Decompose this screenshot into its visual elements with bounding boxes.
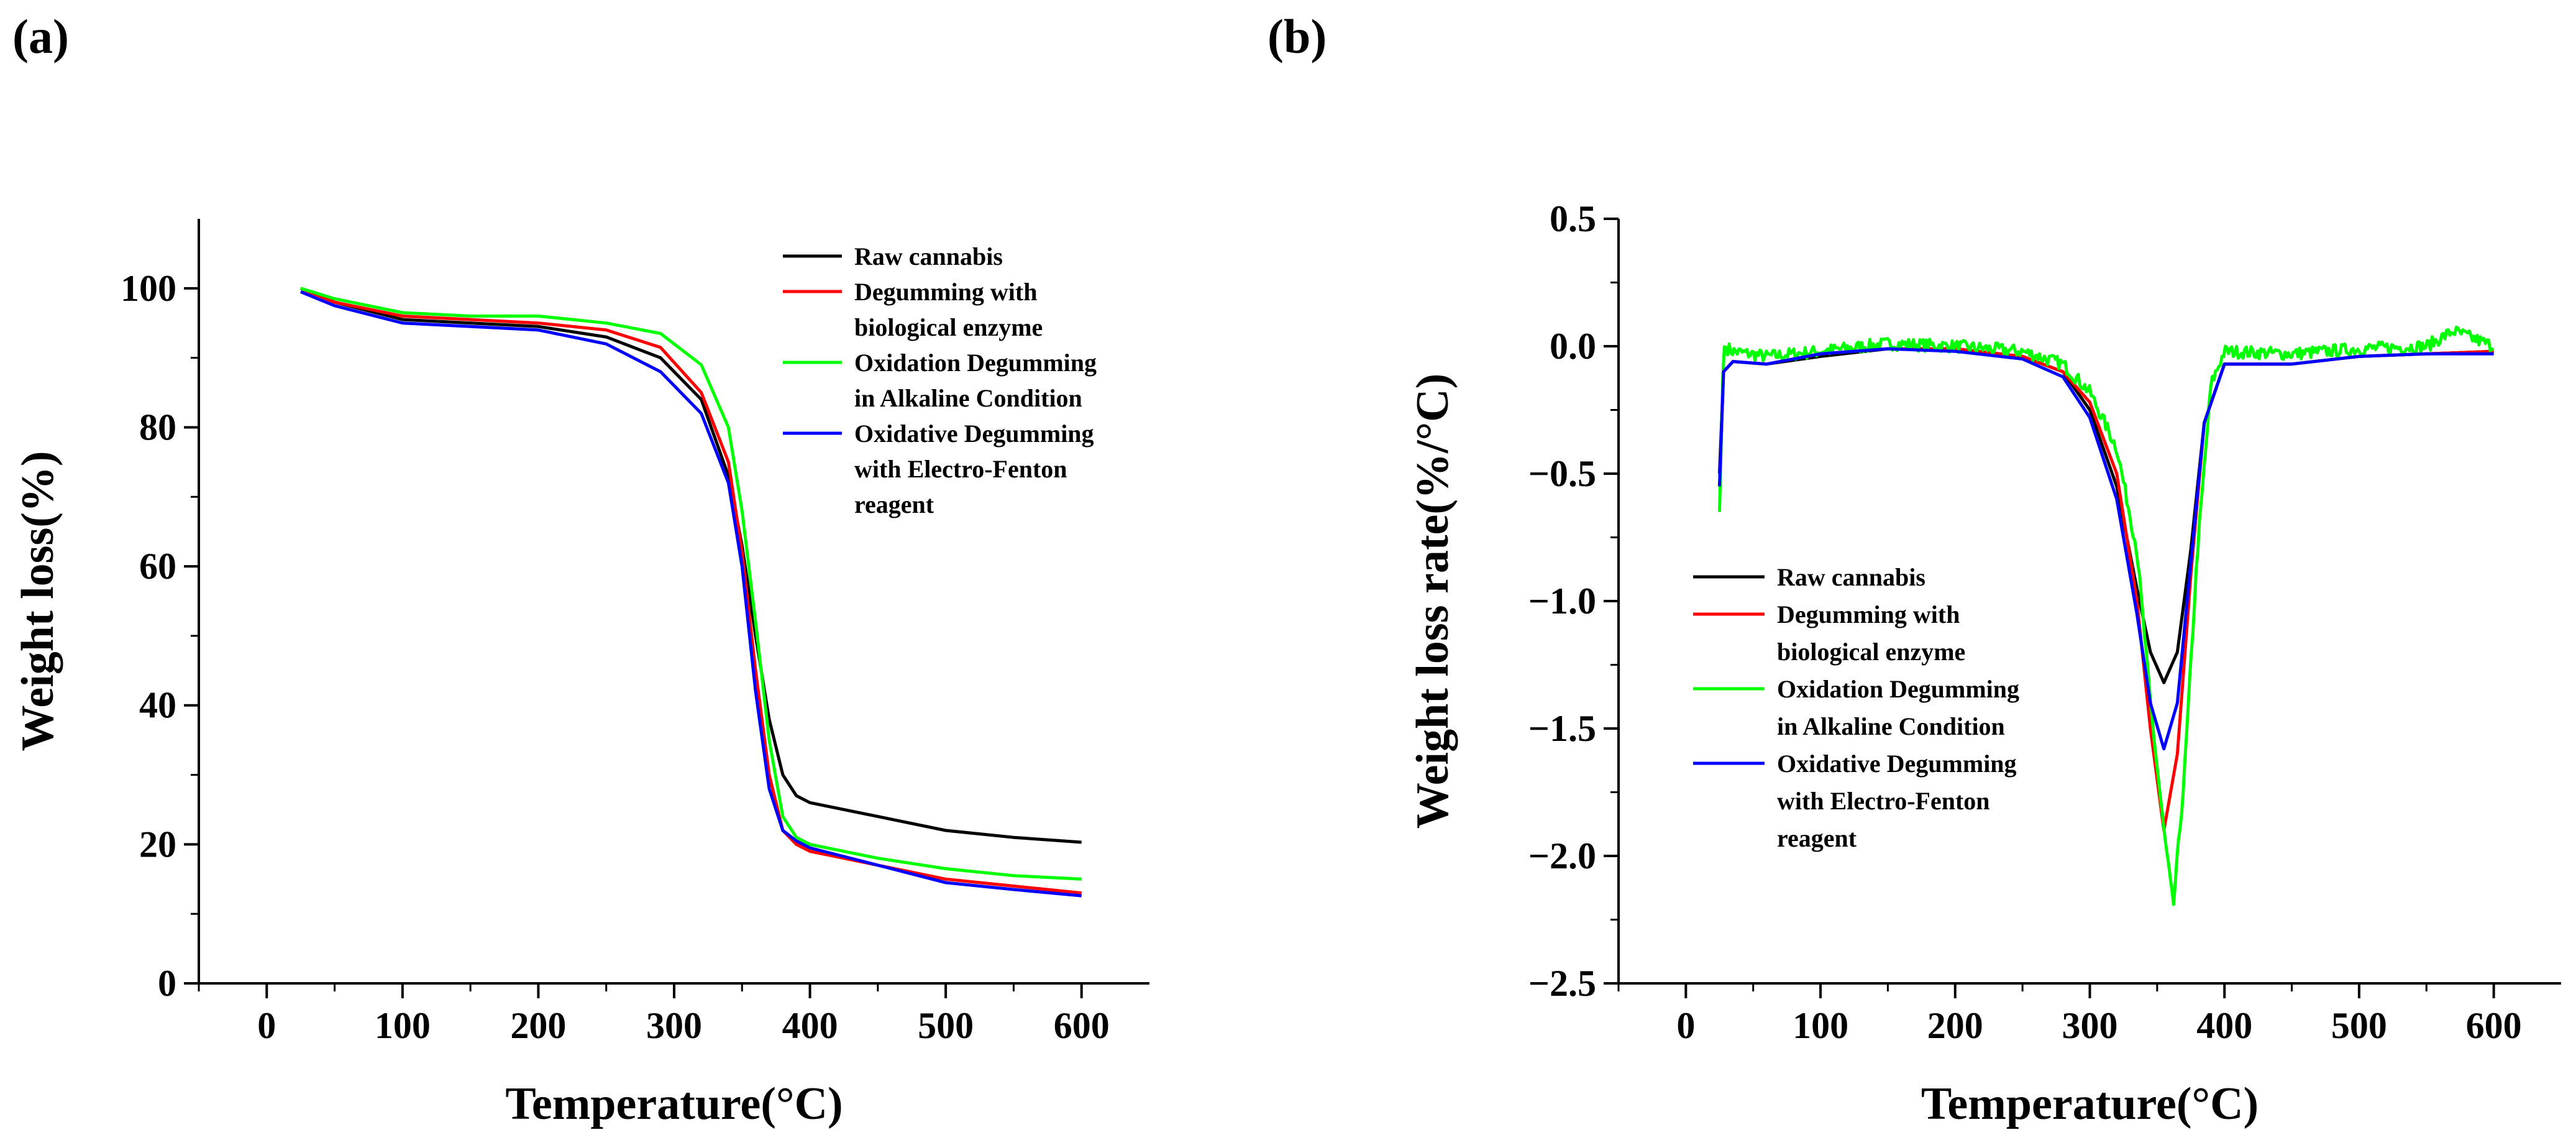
legend-label: reagent <box>1777 824 1857 852</box>
legend-label: Raw cannabis <box>854 242 1003 270</box>
x-tick-label: 600 <box>2466 1005 2522 1046</box>
y-tick-label: −2.5 <box>1528 963 1596 1004</box>
y-axis-label: Weight loss rate(%/°C) <box>1407 374 1458 829</box>
legend-label: Raw cannabis <box>1777 563 1925 591</box>
series-line <box>1718 347 2494 751</box>
x-tick-label: 400 <box>782 1005 838 1046</box>
x-tick-label: 200 <box>510 1005 566 1046</box>
series-line <box>299 287 1082 895</box>
legend-label: in Alkaline Condition <box>854 384 1082 412</box>
legend-label: Degumming with <box>854 278 1037 306</box>
legend-label: Oxidative Degumming <box>854 420 1094 448</box>
x-tick-label: 600 <box>1054 1005 1110 1046</box>
x-tick-label: 0 <box>257 1005 276 1046</box>
y-tick-label: 80 <box>139 407 176 448</box>
y-tick-label: −0.5 <box>1528 453 1596 494</box>
x-tick-label: 200 <box>1927 1005 1983 1046</box>
chart-a: 0 100 200 300 400 500 600 0 20 40 60 80 100 Temperatu… <box>12 219 1149 1129</box>
legend: Raw cannabis Degumming with biological enz… <box>1693 563 2019 852</box>
x-tick-label: 500 <box>918 1005 974 1046</box>
series-line <box>300 287 1082 881</box>
x-tick-label: 0 <box>1676 1005 1695 1046</box>
series-line <box>299 290 1082 898</box>
x-tick-label: 300 <box>646 1005 702 1046</box>
y-tick-label: −1.5 <box>1528 708 1596 749</box>
panel-label-a: (a) <box>12 9 69 63</box>
legend-label: Oxidative Degumming <box>1777 750 2017 778</box>
legend-label: with Electro-Fenton <box>854 455 1067 483</box>
y-tick-label: −1.0 <box>1528 581 1596 622</box>
legend-label: with Electro-Fenton <box>1777 787 1990 815</box>
series-line <box>1718 347 2494 684</box>
y-tick-label: 0 <box>158 963 176 1004</box>
legend-label: biological enzyme <box>854 313 1043 341</box>
y-tick-label: −2.0 <box>1528 835 1596 876</box>
x-tick-label: 100 <box>375 1005 431 1046</box>
legend-label: Oxidation Degumming <box>854 349 1097 377</box>
x-tick-label: 500 <box>2331 1005 2387 1046</box>
legend-label: biological enzyme <box>1777 638 1965 666</box>
legend-label: in Alkaline Condition <box>1777 712 2005 740</box>
x-tick-label: 400 <box>2196 1005 2252 1046</box>
x-tick-label: 300 <box>2062 1005 2118 1046</box>
y-axis-label: Weight loss(%) <box>12 451 63 751</box>
x-axis-label: Temperature(°C) <box>505 1078 843 1129</box>
y-tick-label: 0.5 <box>1550 198 1596 239</box>
legend-label: reagent <box>854 490 934 518</box>
legend-label: Degumming with <box>1777 600 1960 628</box>
x-axis-label: Temperature(°C) <box>1921 1078 2259 1129</box>
y-tick-label: 60 <box>139 546 176 587</box>
x-tick-label: 100 <box>1793 1005 1848 1046</box>
legend-label: Oxidation Degumming <box>1777 675 2019 703</box>
y-tick-label: 20 <box>139 824 176 865</box>
y-tick-label: 0.0 <box>1550 326 1596 367</box>
panel-label-b: (b) <box>1267 9 1327 63</box>
y-tick-label: 40 <box>139 685 176 726</box>
chart-b: 0 100 200 300 400 500 600 0.5 0.0 −0.5 −1.0 −1.5 −2.… <box>1407 198 2561 1129</box>
legend: Raw cannabis Degumming with biological enz… <box>783 242 1097 518</box>
y-tick-label: 100 <box>121 268 176 309</box>
